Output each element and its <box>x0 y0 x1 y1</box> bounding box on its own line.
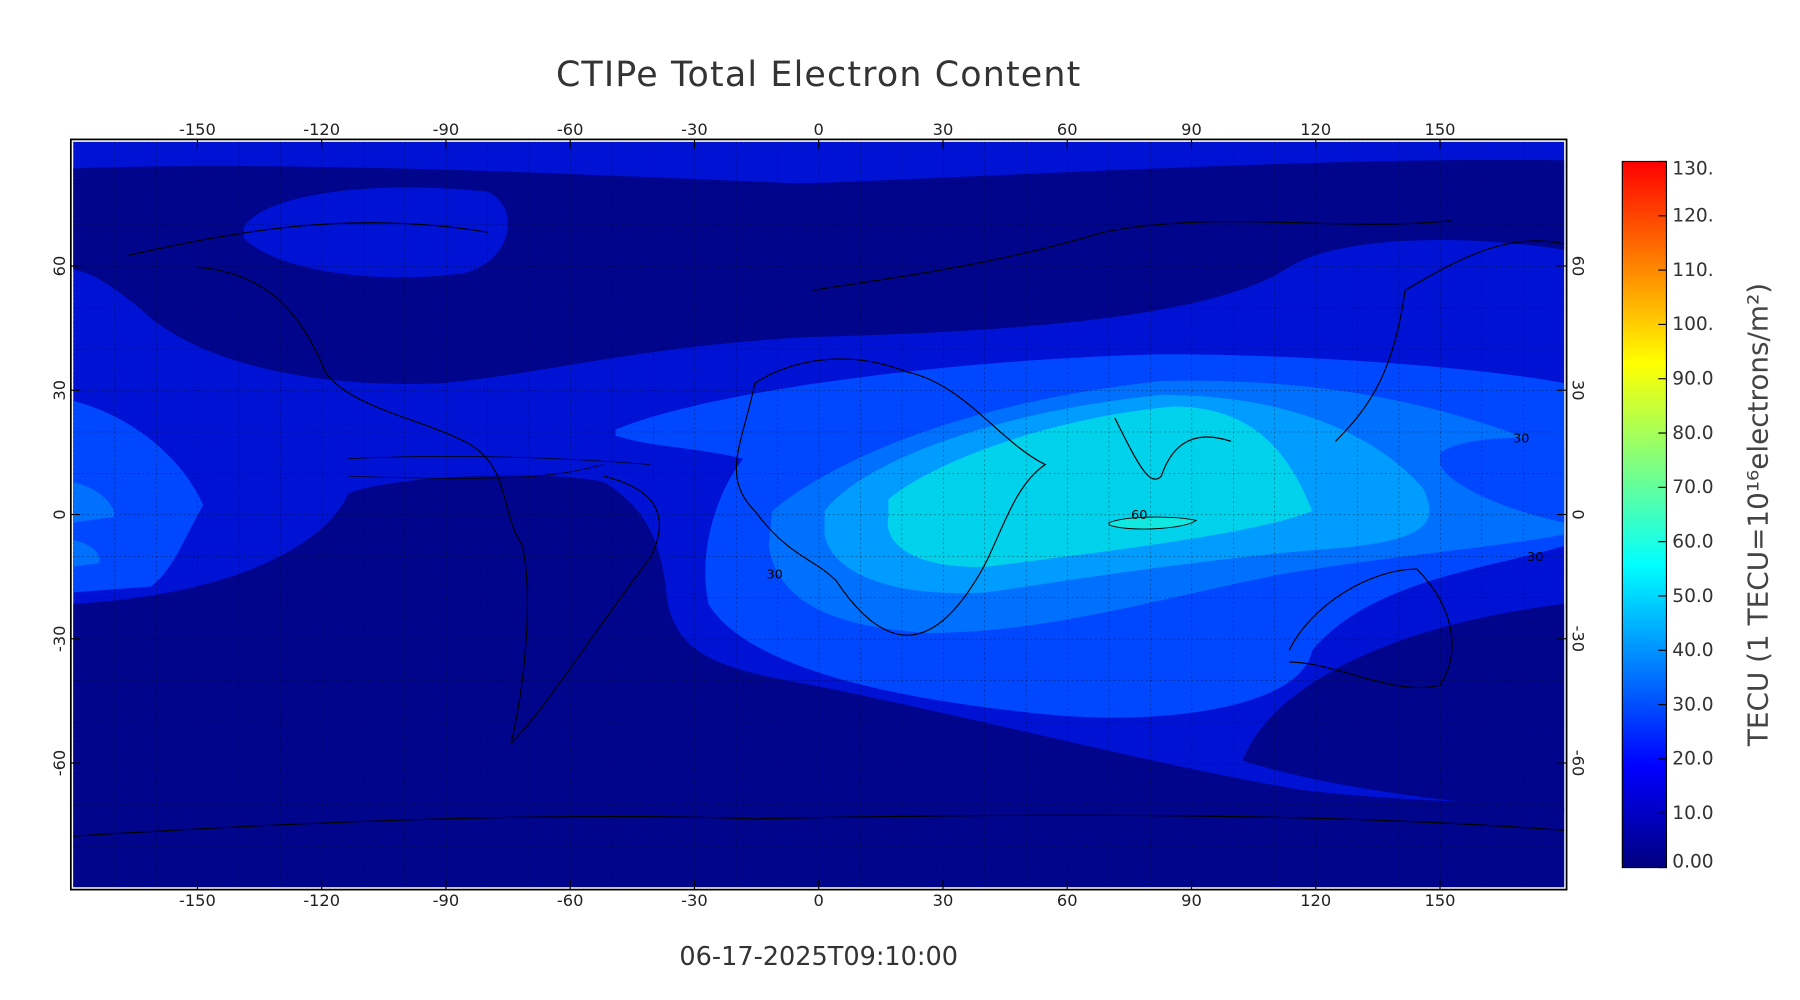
colorbar-tick-label: 30.0 <box>1672 694 1713 715</box>
x-tick-label: 0 <box>814 120 824 139</box>
x-tick-label: 90 <box>1181 120 1202 139</box>
x-tick-label: -30 <box>681 120 708 139</box>
colorbar-tick-label: 130. <box>1672 158 1713 179</box>
x-tick-label: 150 <box>1424 891 1455 910</box>
colorbar-tick-label: 80.0 <box>1672 423 1713 444</box>
x-tick-label: 90 <box>1181 891 1202 910</box>
colorbar-tick-label: 50.0 <box>1672 586 1713 607</box>
colorbar-tick-label: 110. <box>1672 260 1713 281</box>
colorbar-tick-label: 40.0 <box>1672 640 1713 661</box>
colorbar <box>1621 160 1668 869</box>
colorbar-tick-label: 10.0 <box>1672 803 1713 824</box>
colorbar-tick-label: 70.0 <box>1672 477 1713 498</box>
colorbar-tick-label: 20.0 <box>1672 749 1713 770</box>
colorbar-tick-label: 0.00 <box>1672 852 1713 873</box>
x-tick-label: -30 <box>681 891 708 910</box>
y-tick-label: 0 <box>1568 509 1587 519</box>
x-tick-label: 60 <box>1057 891 1078 910</box>
colorbar-tick-label: 90.0 <box>1672 369 1713 390</box>
x-tick-label: -60 <box>557 891 584 910</box>
x-tick-label: 30 <box>933 891 954 910</box>
title: CTIPe Total Electron Content <box>556 55 1081 95</box>
timestamp: 06-17-2025T09:10:00 <box>679 942 958 972</box>
x-tick-label: 120 <box>1300 120 1331 139</box>
y-tick-label: -60 <box>1568 750 1587 777</box>
y-tick-label: -30 <box>50 626 69 653</box>
graticule <box>73 141 1565 888</box>
contour-label: 30 <box>1513 432 1529 447</box>
x-tick-label: -60 <box>557 120 584 139</box>
colorbar-tick-label: 100. <box>1672 314 1713 335</box>
x-tick-label: 150 <box>1424 120 1455 139</box>
x-tick-label: 0 <box>814 891 824 910</box>
y-tick-label: 0 <box>50 509 69 519</box>
y-tick-label: 30 <box>50 380 69 401</box>
tec-map <box>73 141 1565 888</box>
contour-label: 30 <box>766 567 782 582</box>
y-tick-label: 60 <box>1568 256 1587 277</box>
y-tick-label: -30 <box>1568 626 1587 653</box>
x-tick-label: -150 <box>179 120 216 139</box>
contour-label: 60 <box>1131 508 1147 523</box>
x-tick-label: -90 <box>433 120 460 139</box>
x-tick-label: -120 <box>303 891 340 910</box>
x-tick-label: 30 <box>933 120 954 139</box>
x-tick-label: -150 <box>179 891 216 910</box>
colorbar-label: TECU (1 TECU=10¹⁶electrons/m²) <box>1741 283 1774 747</box>
x-tick-label: -120 <box>303 120 340 139</box>
colorbar-tick-label: 60.0 <box>1672 531 1713 552</box>
y-tick-label: 60 <box>50 256 69 277</box>
y-tick-label: -60 <box>50 750 69 777</box>
x-tick-label: 120 <box>1300 891 1331 910</box>
x-tick-label: -90 <box>433 891 460 910</box>
contour-label: 30 <box>1527 550 1543 565</box>
colorbar-tick-label: 120. <box>1672 206 1713 227</box>
x-tick-label: 60 <box>1057 120 1078 139</box>
y-tick-label: 30 <box>1568 380 1587 401</box>
